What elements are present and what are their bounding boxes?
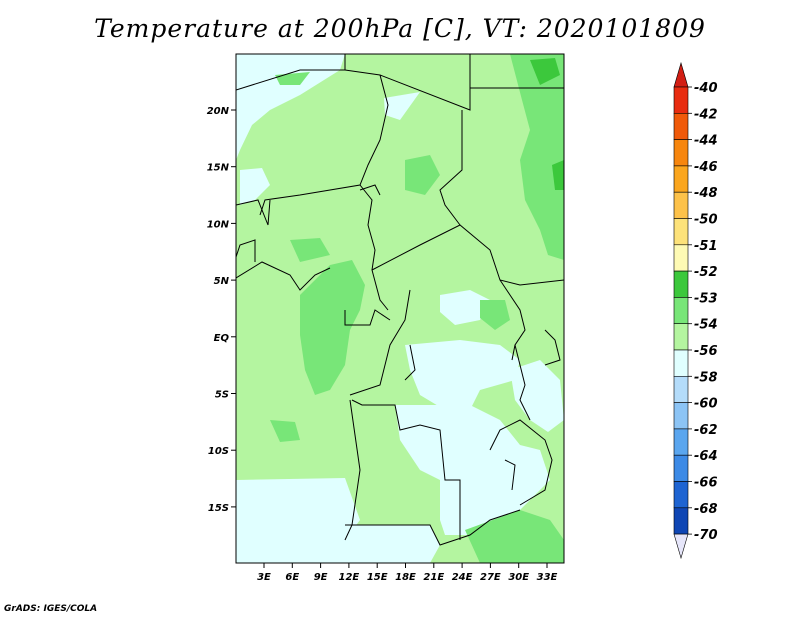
longitude-axis: 3E 6E 9E 12E 15E 18E 21E 24E 27E 30E 33E [257, 563, 558, 583]
country-borders [236, 54, 564, 546]
colorbar: -40 -42 -44 -46 -48 -50 -51 -52 -53 -54 -56 -58 -60 -… [673, 61, 718, 560]
chart-title: Temperature at 200hPa [C], VT: 202010180… [94, 14, 706, 43]
colorbar-label: -62 [694, 423, 718, 438]
lat-tick-label: 5S [215, 390, 229, 401]
colorbar-swatch [673, 375, 689, 403]
colorbar-bottom-arrow [673, 533, 689, 560]
colorbar-label: -51 [694, 239, 718, 254]
colorbar-swatch [673, 402, 689, 430]
lon-tick-label: 3E [257, 572, 271, 583]
colorbar-label: -68 [694, 502, 718, 517]
colorbar-swatch [673, 428, 689, 456]
lat-tick-label: EQ [214, 333, 230, 344]
map-frame [235, 53, 565, 564]
colorbar-label: -56 [694, 344, 718, 359]
lon-tick-label: 30E [508, 572, 529, 583]
colorbar-label: -46 [694, 160, 718, 175]
field-mid-regions [270, 54, 564, 563]
colorbar-label: -40 [694, 81, 718, 96]
colorbar-swatch [673, 244, 689, 272]
lon-tick-label: 27E [480, 572, 501, 583]
lon-tick-label: 9E [314, 572, 328, 583]
lon-tick-label: 18E [395, 572, 416, 583]
field-cold-regions [236, 54, 564, 563]
colorbar-swatch [673, 113, 689, 140]
colorbar-label: -54 [694, 318, 718, 333]
colorbar-swatch [673, 507, 689, 535]
lat-tick-label: 15N [207, 163, 230, 174]
lon-tick-label: 24E [452, 572, 473, 583]
colorbar-swatch [673, 454, 689, 482]
colorbar-label: -44 [694, 134, 718, 149]
credit-label: GrADS: IGES/COLA [4, 604, 98, 614]
lon-tick-label: 21E [423, 572, 444, 583]
lon-tick-label: 15E [367, 572, 388, 583]
colorbar-label: -53 [694, 291, 718, 306]
lon-tick-label: 33E [537, 572, 558, 583]
latitude-axis: 20N 15N 10N 5N EQ 5S 10S 15S [207, 106, 236, 514]
colorbar-label: -64 [694, 449, 718, 464]
colorbar-label: -50 [694, 213, 718, 228]
lat-tick-label: 20N [207, 106, 230, 117]
colorbar-swatch [673, 191, 689, 219]
colorbar-swatch [673, 86, 689, 114]
colorbar-label: -66 [694, 476, 718, 491]
lat-tick-label: 10S [208, 446, 229, 457]
lat-tick-label: 15S [208, 503, 229, 514]
lat-tick-label: 5N [214, 276, 230, 287]
lat-tick-label: 10N [207, 219, 230, 230]
colorbar-swatch [673, 481, 689, 509]
colorbar-top-arrow [673, 61, 689, 88]
colorbar-swatch [673, 165, 689, 193]
colorbar-label: -52 [694, 265, 718, 280]
colorbar-label: -70 [694, 528, 718, 543]
colorbar-swatch [673, 297, 689, 324]
field-warm-patches [530, 58, 564, 190]
colorbar-label: -60 [694, 397, 718, 412]
colorbar-label: -42 [694, 107, 718, 122]
colorbar-label: -58 [694, 370, 718, 385]
colorbar-swatch [673, 349, 689, 377]
colorbar-swatch [673, 323, 689, 351]
lon-tick-label: 12E [339, 572, 360, 583]
map-plot-area [236, 54, 564, 563]
colorbar-swatch [673, 139, 689, 167]
colorbar-swatch [673, 270, 689, 298]
lon-tick-label: 6E [285, 572, 299, 583]
colorbar-swatch [673, 218, 689, 246]
colorbar-label: -48 [694, 186, 718, 201]
